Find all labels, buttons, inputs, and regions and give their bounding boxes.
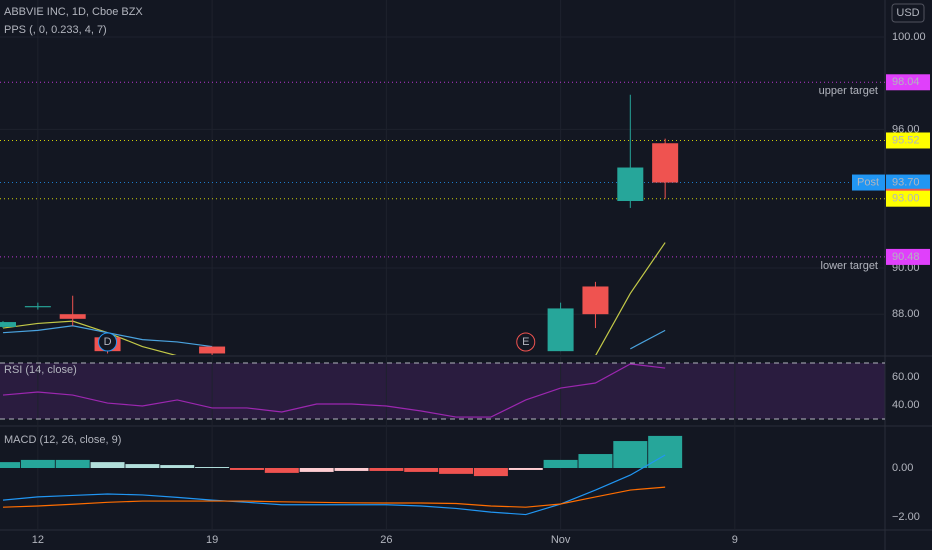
macd-hist-bar — [264, 468, 299, 473]
indicator-title: PPS (, 0, 0.233, 4, 7) — [4, 24, 107, 36]
candle-body — [0, 322, 16, 327]
candle-body — [617, 167, 644, 202]
macd-hist-bar — [20, 459, 55, 468]
event-badge — [516, 332, 536, 352]
macd-tick: −2.00 — [892, 511, 920, 523]
symbol-title: ABBVIE INC, 1D, Cboe BZX — [4, 6, 143, 18]
macd-line — [2, 454, 666, 516]
price-tag-label: 93.70 — [892, 176, 920, 188]
macd-hist-bar — [55, 459, 90, 468]
price-tag — [886, 248, 930, 265]
rsi-band — [0, 363, 885, 419]
yellow-line — [595, 242, 666, 355]
macd-title: MACD (12, 26, close, 9) — [4, 434, 121, 446]
event-label: E — [522, 336, 529, 348]
macd-hist-bar — [439, 468, 474, 474]
event-badge — [98, 332, 118, 352]
macd-hist-bar — [160, 465, 195, 468]
macd-hist-bar — [125, 464, 160, 468]
post-tag — [852, 174, 885, 191]
date-label: 12 — [32, 534, 44, 546]
macd-hist-bar — [508, 468, 543, 470]
teal-line — [630, 329, 666, 350]
macd-hist-bar — [543, 459, 578, 468]
price-tag-label: 95.52 — [892, 134, 920, 146]
candle-body — [547, 308, 574, 352]
rsi-tick: 40.00 — [892, 399, 920, 411]
price-tag — [886, 174, 930, 191]
price-tick: 100.00 — [892, 31, 926, 43]
signal-line — [2, 486, 666, 508]
post-label: Post — [857, 176, 879, 188]
price-tag — [886, 74, 930, 91]
price-tag-label: 93.00 — [892, 193, 920, 205]
macd-tick: 0.00 — [892, 462, 913, 474]
yellow-line — [2, 320, 177, 355]
date-label: 26 — [380, 534, 392, 546]
macd-hist-bar — [578, 454, 613, 468]
macd-hist-bar — [404, 468, 439, 472]
date-label: 19 — [206, 534, 218, 546]
rsi-line — [2, 363, 666, 418]
price-tag-label: 98.04 — [892, 76, 920, 88]
macd-hist-bar — [90, 462, 125, 468]
price-tick: 88.00 — [892, 308, 920, 320]
candle-body — [24, 306, 51, 308]
date-label: 9 — [732, 534, 738, 546]
candle-body — [59, 314, 86, 319]
price-tick: 96.00 — [892, 123, 920, 135]
currency[interactable]: USD — [896, 7, 919, 19]
rsi-tick: 60.00 — [892, 371, 920, 383]
price-tag-label: 90.48 — [892, 251, 920, 263]
macd-hist-bar — [299, 468, 334, 472]
macd-hist-bar — [473, 468, 508, 477]
macd-hist-bar — [334, 468, 369, 471]
candle-body — [582, 286, 609, 315]
target-label: lower target — [821, 260, 878, 272]
candle-body — [199, 346, 226, 354]
macd-hist-bar — [613, 441, 648, 468]
target-label: upper target — [819, 85, 878, 97]
currency-button[interactable] — [891, 3, 925, 23]
macd-hist-bar — [648, 435, 683, 468]
event-label: D — [104, 336, 112, 348]
price-tag — [886, 132, 930, 149]
macd-hist-bar — [369, 468, 404, 471]
macd-hist-bar — [195, 467, 230, 468]
date-label: Nov — [551, 534, 571, 546]
price-tag — [886, 190, 930, 207]
macd-hist-bar — [229, 468, 264, 470]
rsi-title: RSI (14, close) — [4, 364, 77, 376]
candle-body — [652, 143, 679, 183]
macd-hist-bar — [0, 462, 20, 468]
